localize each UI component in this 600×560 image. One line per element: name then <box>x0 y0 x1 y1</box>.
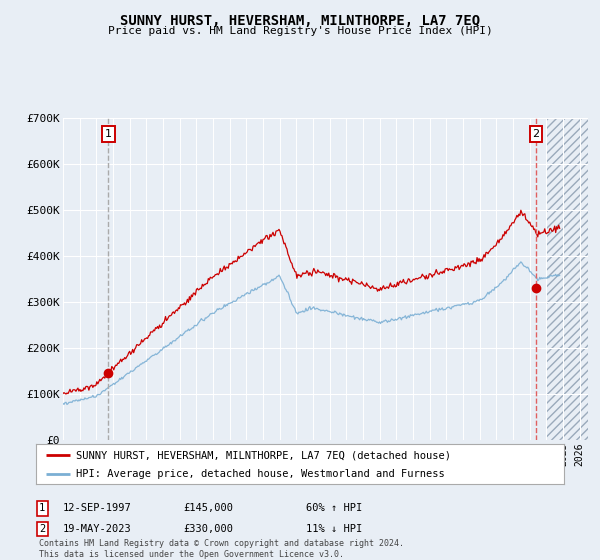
Text: 2: 2 <box>39 524 45 534</box>
Text: 12-SEP-1997: 12-SEP-1997 <box>63 503 132 514</box>
Text: 2: 2 <box>532 129 539 139</box>
Text: 60% ↑ HPI: 60% ↑ HPI <box>306 503 362 514</box>
Text: Contains HM Land Registry data © Crown copyright and database right 2024.
This d: Contains HM Land Registry data © Crown c… <box>39 539 404 559</box>
Text: 1: 1 <box>39 503 45 514</box>
Text: 19-MAY-2023: 19-MAY-2023 <box>63 524 132 534</box>
Text: HPI: Average price, detached house, Westmorland and Furness: HPI: Average price, detached house, West… <box>76 469 445 479</box>
Text: 1: 1 <box>105 129 112 139</box>
Text: Price paid vs. HM Land Registry's House Price Index (HPI): Price paid vs. HM Land Registry's House … <box>107 26 493 36</box>
Text: £330,000: £330,000 <box>183 524 233 534</box>
Text: SUNNY HURST, HEVERSHAM, MILNTHORPE, LA7 7EQ (detached house): SUNNY HURST, HEVERSHAM, MILNTHORPE, LA7 … <box>76 450 451 460</box>
Text: 11% ↓ HPI: 11% ↓ HPI <box>306 524 362 534</box>
Text: £145,000: £145,000 <box>183 503 233 514</box>
Bar <box>547 118 588 440</box>
Text: SUNNY HURST, HEVERSHAM, MILNTHORPE, LA7 7EQ: SUNNY HURST, HEVERSHAM, MILNTHORPE, LA7 … <box>120 14 480 28</box>
